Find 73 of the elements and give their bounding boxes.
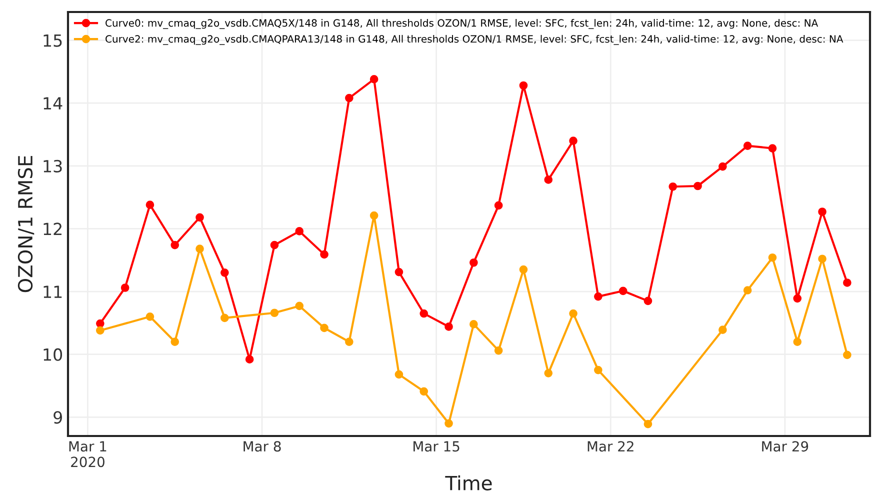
point — [96, 319, 104, 328]
point — [420, 309, 428, 318]
point — [594, 292, 602, 301]
point — [170, 240, 180, 250]
point — [345, 94, 354, 102]
y-axis-title: OZON/1 RMSE — [18, 156, 34, 292]
point — [743, 286, 752, 294]
y-tick-label: 13 — [44, 160, 62, 172]
point — [569, 136, 578, 145]
y-tick-label: 12 — [44, 222, 62, 236]
point — [96, 326, 104, 335]
point — [370, 75, 378, 84]
point — [470, 258, 478, 267]
point — [470, 320, 478, 328]
point — [768, 253, 777, 262]
point — [146, 200, 154, 210]
point — [444, 419, 453, 428]
point — [220, 268, 229, 277]
point — [569, 309, 578, 318]
point — [843, 350, 852, 360]
y-tick-label: 11 — [44, 286, 62, 298]
point — [220, 314, 229, 322]
x-tick-label: Mar 1 2020 — [69, 441, 106, 468]
x-tick-label: Mar 15 — [414, 441, 460, 452]
point — [793, 338, 802, 346]
point — [519, 81, 528, 90]
point — [694, 182, 702, 190]
point — [544, 176, 553, 184]
point — [394, 268, 404, 276]
point — [420, 387, 428, 396]
point — [594, 366, 602, 374]
point — [718, 162, 727, 171]
y-tick-label: 14 — [44, 97, 62, 110]
point — [768, 144, 777, 152]
point — [444, 322, 453, 331]
point — [295, 302, 304, 310]
point — [394, 370, 404, 379]
point — [245, 355, 254, 364]
point — [668, 182, 678, 191]
y-tick-label: 10 — [44, 348, 62, 361]
point — [370, 211, 378, 220]
point — [644, 296, 652, 306]
point — [196, 244, 204, 253]
legend-label: Curve2: mv_cmaq_g2o_vsdb.CMAQPARA13/148 in G148, All thresholds OZON/1 RMSE, level: SFC, fcst_len: 24h, valid-time: 12, avg: None, desc: NA — [106, 34, 844, 45]
point — [718, 326, 727, 334]
point — [818, 254, 826, 264]
point — [320, 250, 328, 259]
x-tick-label: Mar 22 — [588, 441, 634, 452]
y-tick-label: 9 — [54, 411, 62, 424]
point — [146, 312, 154, 321]
point — [843, 278, 852, 287]
point — [519, 265, 528, 274]
point — [295, 227, 304, 236]
legend-label: Curve0: mv_cmaq_g2o_vsdb.CMAQ5X/148 in G148, All thresholds OZON/1 RMSE, level: SFC, fcst_len: 24h, valid-time: 12, avg: None, desc: NA — [106, 19, 818, 29]
point — [818, 208, 826, 216]
point — [618, 286, 628, 296]
point — [494, 201, 503, 210]
point — [494, 346, 503, 355]
point — [320, 324, 328, 332]
point — [270, 240, 279, 250]
point — [120, 284, 130, 292]
point — [743, 142, 752, 150]
point — [270, 308, 279, 318]
point — [644, 420, 652, 428]
point — [170, 338, 180, 346]
y-tick-label: 15 — [44, 34, 62, 47]
point — [196, 213, 204, 222]
point — [793, 294, 802, 303]
x-axis-title: Time — [445, 475, 492, 490]
point — [345, 338, 354, 346]
x-tick-label: Mar 8 — [244, 441, 281, 452]
x-tick-label: Mar 29 — [762, 441, 808, 452]
point — [544, 369, 553, 378]
